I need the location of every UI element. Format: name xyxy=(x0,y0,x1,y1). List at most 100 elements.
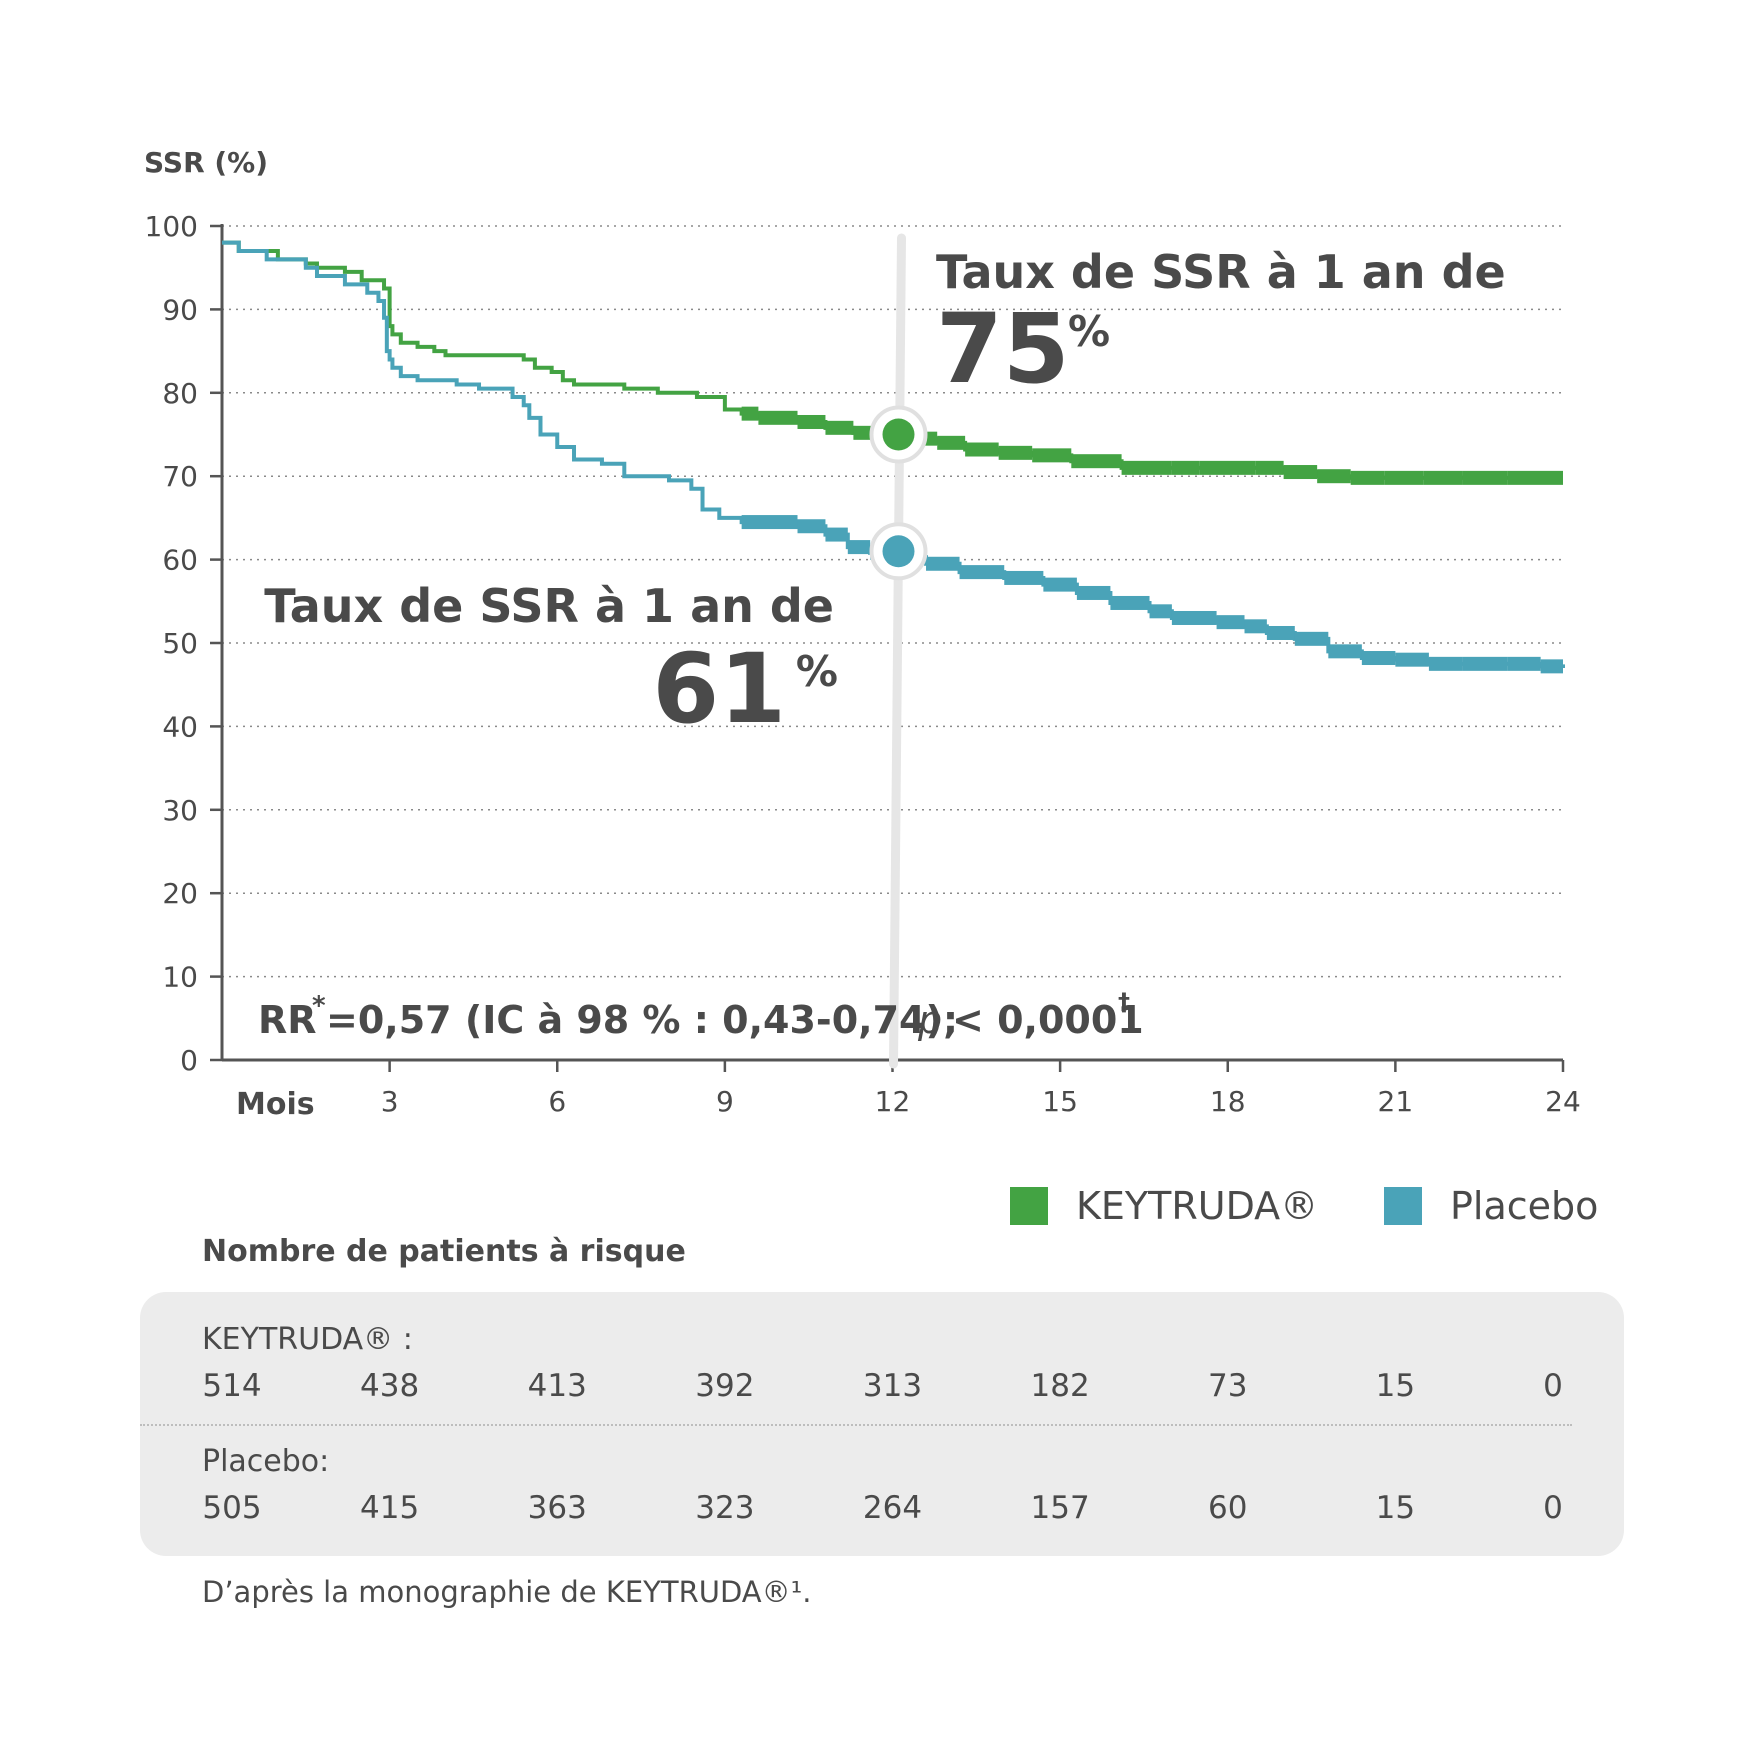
risk-table-title: Nombre de patients à risque xyxy=(202,1234,686,1269)
y-tick-label-60: 60 xyxy=(162,544,198,577)
risk-cell: 413 xyxy=(527,1368,587,1404)
y-tick-label-90: 90 xyxy=(162,293,198,326)
censor-band xyxy=(1255,460,1284,475)
censor-band xyxy=(1350,470,1385,485)
y-tick-label-0: 0 xyxy=(180,1044,198,1077)
x-tick-label-6: 6 xyxy=(548,1085,566,1118)
censor-band xyxy=(1171,610,1217,625)
risk-cell: 15 xyxy=(1375,1368,1416,1404)
legend-swatch-keytruda xyxy=(1010,1187,1048,1225)
censor-band xyxy=(959,565,1005,580)
y-tick-label-70: 70 xyxy=(162,460,198,493)
risk-cell: 264 xyxy=(862,1490,923,1526)
risk-cell: 392 xyxy=(695,1368,755,1404)
reference-line-12-months xyxy=(889,233,906,1069)
censor-band xyxy=(1384,470,1424,485)
censor-band xyxy=(1199,460,1256,475)
censor-band xyxy=(741,406,759,421)
risk-cell: 505 xyxy=(202,1490,262,1526)
censor-band xyxy=(797,519,826,534)
legend-keytruda: KEYTRUDA® xyxy=(1010,1184,1318,1228)
censor-band xyxy=(1317,469,1351,484)
marker-point-keytruda xyxy=(882,418,915,451)
footnote: D’après la monographie de KEYTRUDA®¹. xyxy=(202,1575,812,1609)
y-axis-title: SSR (%) xyxy=(144,146,269,179)
keytruda-annotation-value: 75 xyxy=(936,293,1070,405)
placebo-annotation-value: 61 xyxy=(652,633,786,745)
censor-band xyxy=(847,540,871,555)
censor-band xyxy=(1395,652,1429,667)
placebo-annotation-label: Taux de SSR à 1 an de xyxy=(264,579,834,633)
censor-band xyxy=(825,420,854,435)
censor-band xyxy=(1294,631,1329,646)
censor-band xyxy=(1171,460,1200,475)
censor-band xyxy=(1216,615,1245,630)
legend-label-placebo: Placebo xyxy=(1450,1184,1599,1228)
censor-band xyxy=(1110,595,1150,610)
legend-placebo: Placebo xyxy=(1384,1184,1598,1228)
censor-band xyxy=(965,442,999,457)
risk-cell: 0 xyxy=(1543,1490,1563,1526)
x-tick-label-21: 21 xyxy=(1378,1085,1414,1118)
censor-band xyxy=(1283,465,1318,480)
censor-band xyxy=(1462,656,1508,671)
risk-cell: 0 xyxy=(1543,1368,1563,1404)
censor-band xyxy=(1032,448,1072,463)
keytruda-annotation-label: Taux de SSR à 1 an de xyxy=(936,245,1506,299)
censor-band xyxy=(1423,470,1463,485)
y-tick-label-50: 50 xyxy=(162,627,198,660)
y-tick-label-80: 80 xyxy=(162,377,198,410)
risk-cell: 415 xyxy=(360,1490,420,1526)
risk-cell: 363 xyxy=(527,1490,587,1526)
risk-table-divider xyxy=(140,1424,1572,1426)
censor-band xyxy=(937,435,966,450)
censor-band xyxy=(1004,570,1044,585)
series-lines xyxy=(222,240,1565,674)
hr-star: * xyxy=(312,991,326,1021)
censor-band xyxy=(1540,659,1563,674)
censor-band xyxy=(1266,625,1295,640)
y-tick-label-30: 30 xyxy=(162,794,198,827)
censor-band xyxy=(1428,656,1463,671)
y-tick-label-100: 100 xyxy=(145,210,198,243)
censor-band xyxy=(1076,585,1111,600)
tick-labels: 0 10 20 30 40 50 60 70 80 90 100 3 6 9 12 15 18 21 24 Mois xyxy=(145,210,1581,1122)
p-text: < 0,0001 xyxy=(952,998,1144,1042)
marker-points xyxy=(869,405,928,581)
censor-band xyxy=(741,515,798,530)
x-tick-label-15: 15 xyxy=(1042,1085,1078,1118)
p-symbol: p xyxy=(917,998,942,1042)
y-tick-label-20: 20 xyxy=(162,877,198,910)
censor-band xyxy=(797,414,826,429)
risk-cell: 323 xyxy=(695,1490,755,1526)
x-tick-label-18: 18 xyxy=(1210,1085,1246,1118)
y-tick-label-10: 10 xyxy=(162,961,198,994)
x-tick-label-9: 9 xyxy=(716,1085,734,1118)
censor-band xyxy=(1149,604,1172,619)
legend-swatch-placebo xyxy=(1384,1187,1422,1225)
hr-prefix: RR xyxy=(258,998,317,1042)
risk-cell: 313 xyxy=(862,1368,923,1404)
risk-cell: 182 xyxy=(1030,1368,1090,1404)
censor-band xyxy=(1328,644,1362,659)
y-tick-label-40: 40 xyxy=(162,710,198,743)
censor-band xyxy=(1507,470,1563,485)
risk-cell: 514 xyxy=(202,1368,262,1404)
censor-band xyxy=(926,556,960,571)
risk-row-name-placebo: Placebo: xyxy=(202,1444,330,1479)
hr-text: =0,57 (IC à 98 % : 0,43-0,74); xyxy=(326,998,958,1042)
censor-band xyxy=(1043,577,1077,592)
legend-label-keytruda: KEYTRUDA® xyxy=(1076,1184,1319,1228)
placebo-annotation-unit: % xyxy=(796,647,838,696)
risk-cell: 73 xyxy=(1208,1368,1248,1404)
censor-band xyxy=(998,445,1033,460)
censor-band xyxy=(1121,460,1172,475)
censor-band xyxy=(1071,454,1122,469)
risk-cell: 438 xyxy=(360,1368,420,1404)
censor-band xyxy=(1462,470,1508,485)
marker-point-placebo xyxy=(882,535,915,568)
risk-cell: 60 xyxy=(1208,1490,1248,1526)
risk-cell: 15 xyxy=(1375,1490,1416,1526)
censor-band xyxy=(1507,656,1541,671)
